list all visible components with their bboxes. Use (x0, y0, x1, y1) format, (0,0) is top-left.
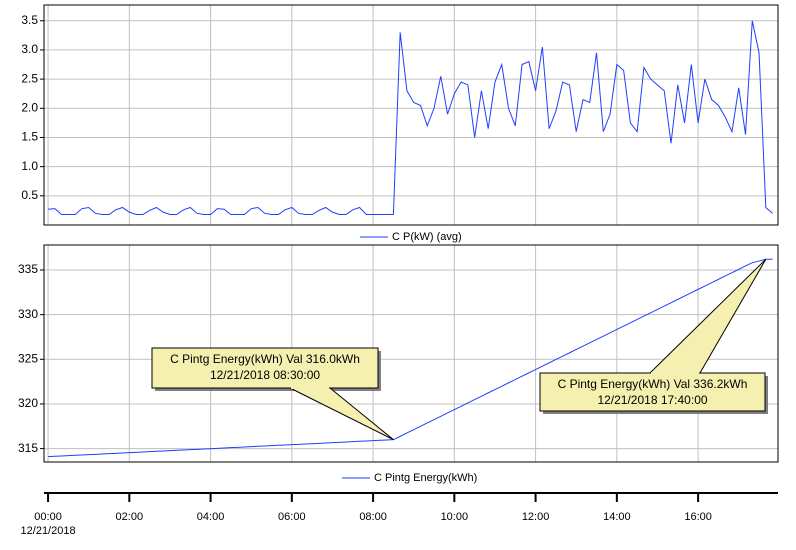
legend-label: C P(kW) (avg) (392, 231, 462, 243)
callout-time: 12/21/2018 08:30:00 (210, 368, 320, 382)
x-tick-label: 02:00 (116, 511, 144, 523)
x-tick-label: 14:00 (603, 511, 631, 523)
callout-text: C Pintg Energy(kWh) Val 316.0kWh (170, 352, 360, 366)
y-tick-label: 3.0 (21, 42, 38, 56)
callout-box (539, 372, 766, 412)
y-tick-label: 320 (18, 396, 38, 410)
plot-frame (43, 244, 779, 463)
data-line (48, 258, 773, 458)
callout-text: C Pintg Energy(kWh) Val 336.2kWh (558, 377, 748, 391)
y-tick-label: 0.5 (21, 188, 38, 202)
y-tick-label: 2.5 (21, 71, 38, 85)
x-tick-label: 08:00 (359, 511, 387, 523)
x-tick-label: 10:00 (441, 511, 469, 523)
y-tick-label: 335 (18, 262, 38, 276)
x-tick-label: 04:00 (197, 511, 225, 523)
y-tick-label: 1.5 (21, 130, 38, 144)
callout-box (151, 347, 379, 389)
plot-frame (43, 4, 779, 226)
callout-time: 12/21/2018 17:40:00 (597, 393, 707, 407)
y-tick-label: 2.0 (21, 100, 38, 114)
y-tick-label: 1.0 (21, 159, 38, 173)
y-tick-label: 330 (18, 307, 38, 321)
x-date-label: 12/21/2018 (21, 525, 76, 537)
legend-label: C Pintg Energy(kWh) (374, 472, 477, 484)
x-tick-label: 06:00 (278, 511, 306, 523)
x-tick-label: 00:00 (34, 511, 62, 523)
y-tick-label: 325 (18, 351, 38, 365)
data-line (48, 20, 773, 215)
x-tick-label: 16:00 (684, 511, 712, 523)
x-tick-label: 12:00 (522, 511, 550, 523)
y-tick-label: 3.5 (21, 13, 38, 27)
y-tick-label: 315 (18, 441, 38, 455)
